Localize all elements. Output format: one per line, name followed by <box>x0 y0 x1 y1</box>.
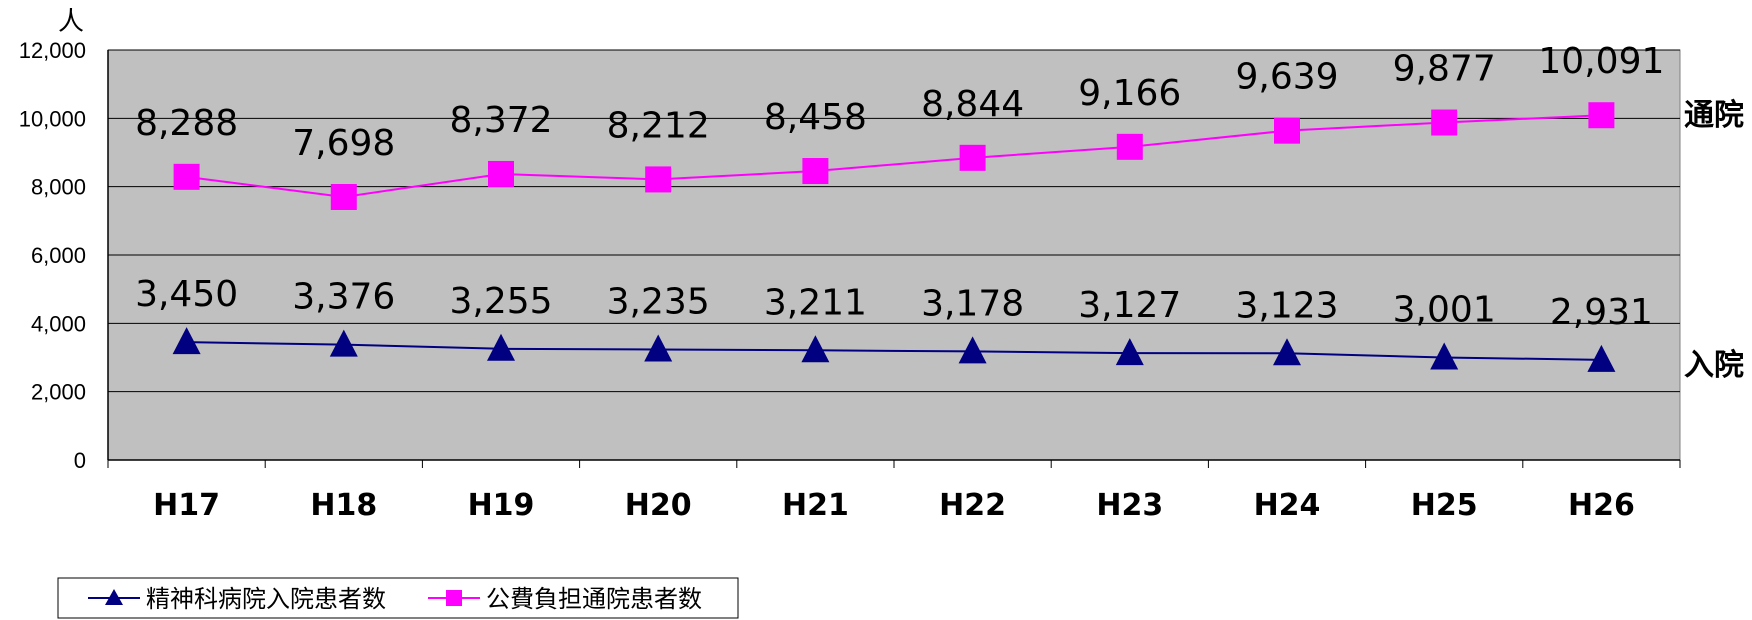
legend-label: 精神科病院入院患者数 <box>146 585 386 613</box>
data-label: 3,123 <box>1235 285 1338 326</box>
series-side-label: 入院 <box>1684 348 1744 383</box>
data-point-triangle <box>329 329 358 357</box>
data-label: 3,001 <box>1393 289 1496 330</box>
data-label: 8,844 <box>921 84 1024 125</box>
legend: 精神科病院入院患者数 公費負担通院患者数 <box>57 577 739 619</box>
data-label: 3,235 <box>607 281 710 322</box>
data-point-triangle <box>801 335 830 363</box>
data-label: 3,178 <box>921 283 1024 324</box>
data-point-triangle <box>958 336 987 364</box>
x-tick-label: H21 <box>782 488 849 523</box>
data-point-square <box>173 163 200 190</box>
data-point-triangle <box>1587 344 1616 372</box>
x-tick-label: H23 <box>1096 488 1163 523</box>
data-point-square <box>1116 133 1143 160</box>
data-label: 8,288 <box>135 103 238 144</box>
data-point-square <box>645 166 672 193</box>
data-point-square <box>1588 102 1615 129</box>
data-label: 3,376 <box>292 277 395 318</box>
series-line <box>186 114 1602 198</box>
data-point-square <box>959 144 986 171</box>
data-label: 8,212 <box>607 105 710 146</box>
x-tick-label: H18 <box>310 488 377 523</box>
x-tick-label: H24 <box>1254 488 1321 523</box>
data-point-triangle <box>1273 338 1301 366</box>
x-tick-label: H19 <box>468 488 535 523</box>
series-side-label: 通院 <box>1684 98 1744 133</box>
data-label: 2,931 <box>1550 292 1653 333</box>
data-label: 3,450 <box>135 274 238 315</box>
y-tick-label: 4,000 <box>31 311 86 336</box>
legend-marker-triangle <box>105 589 123 605</box>
x-tick-label: H22 <box>939 488 1006 523</box>
data-point-triangle <box>1430 342 1459 370</box>
data-label: 3,255 <box>449 281 552 322</box>
y-tick-label: 6,000 <box>31 243 86 268</box>
legend-label: 公費負担通院患者数 <box>486 585 702 613</box>
data-label: 8,458 <box>764 97 867 138</box>
data-point-square <box>488 160 514 187</box>
y-axis-unit-label: 人 <box>58 7 84 37</box>
legend-items: 精神科病院入院患者数 公費負担通院患者数 <box>88 585 702 613</box>
data-point-triangle <box>644 334 673 362</box>
legend-box <box>57 577 739 619</box>
x-tick-label: H17 <box>153 488 220 523</box>
y-tick-label: 8,000 <box>31 175 86 200</box>
data-label: 3,127 <box>1078 285 1181 326</box>
data-label: 9,877 <box>1393 49 1496 90</box>
axes: 0 2,000 4,000 6,000 8,000 10,000 12,000 H17 H18 H… <box>19 38 1681 523</box>
data-point-triangle <box>172 327 201 355</box>
x-tick-label: H20 <box>625 488 692 523</box>
series-line <box>186 341 1602 361</box>
data-label: 9,639 <box>1235 57 1338 98</box>
data-point-square <box>802 158 829 185</box>
data-label: 9,166 <box>1078 73 1181 114</box>
data-point-square <box>1274 117 1300 144</box>
data-point-square <box>1431 109 1458 136</box>
y-tick-label: 2,000 <box>31 380 86 405</box>
data-label: 10,091 <box>1538 41 1664 82</box>
y-tick-label: 0 <box>74 448 86 473</box>
y-tick-label: 10,000 <box>19 106 86 131</box>
data-label: 3,211 <box>764 282 867 323</box>
data-label: 8,372 <box>449 100 552 141</box>
data-point-triangle <box>487 333 515 361</box>
x-tick-label: H26 <box>1568 488 1635 523</box>
data-labels: 3,450 3,376 3,255 3,235 3,211 3,178 3,127 3,123… <box>135 41 1744 383</box>
y-tick-label: 12,000 <box>19 38 86 63</box>
data-point-triangle <box>1115 338 1144 366</box>
series-group <box>172 102 1616 372</box>
data-label: 7,698 <box>292 123 395 164</box>
data-point-square <box>330 183 357 210</box>
legend-marker-square <box>446 590 462 606</box>
x-tick-label: H25 <box>1411 488 1478 523</box>
gridlines <box>108 49 1680 393</box>
